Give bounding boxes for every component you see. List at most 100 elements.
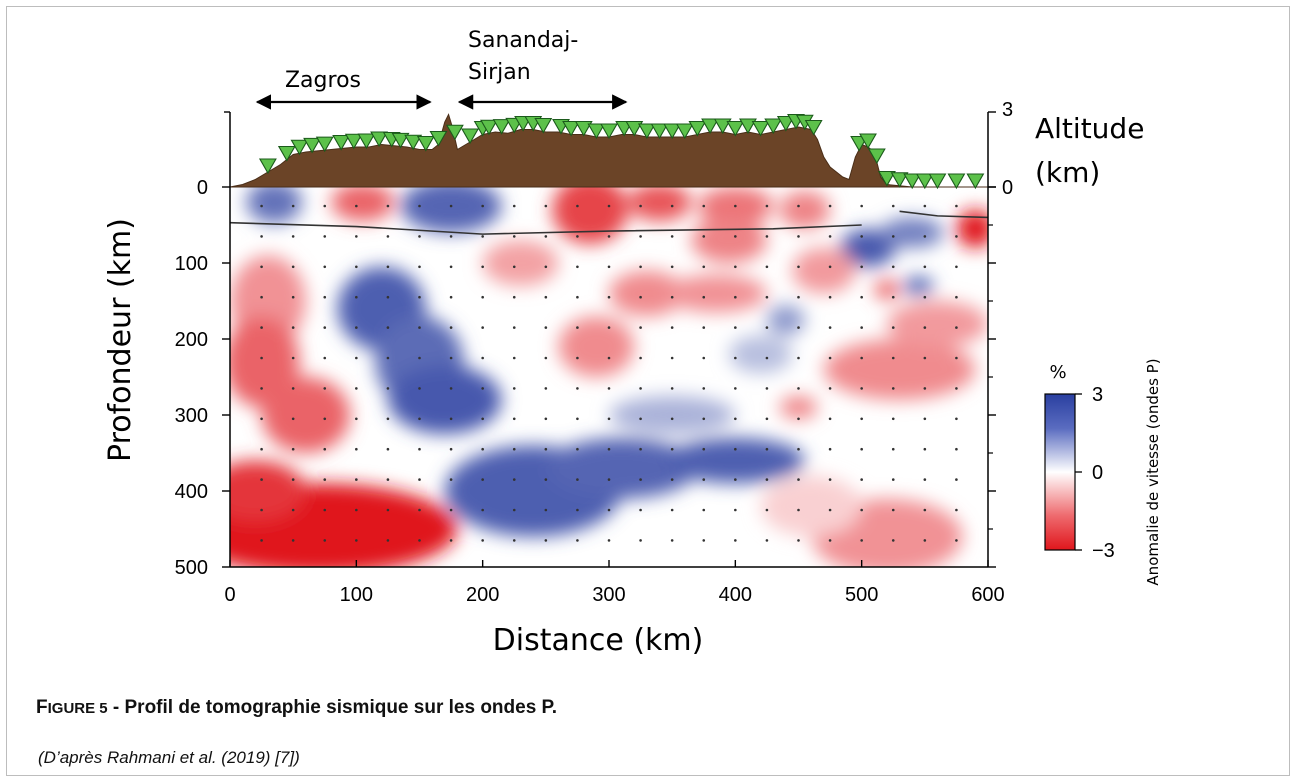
station-marker-50 [903,173,922,190]
grid-node [923,539,927,542]
grid-node [355,356,358,360]
grid-node [702,387,706,390]
altitude-tick-label: 3 [1002,99,1013,121]
anomaly-blob-20 [545,437,698,499]
grid-node [765,387,769,390]
grid-node [891,387,895,390]
station-marker-10 [391,132,410,149]
grid-node [765,204,769,208]
grid-node [418,265,421,269]
grid-node [607,295,611,299]
grid-node [449,539,453,542]
grid-node [670,295,674,299]
grid-node [828,447,832,451]
grid-node [418,508,421,512]
anomaly-blob-26 [482,240,559,286]
grid-node [418,235,421,238]
grid-node [891,235,895,238]
grid-node [355,387,358,390]
station-marker-15 [461,128,479,145]
station-marker-40 [764,118,783,135]
grid-node [955,387,958,390]
grid-node [923,265,927,269]
grid-node [860,326,863,329]
figure-caption-source: (D’après Rahmani et al. (2019) [7]) [38,748,300,767]
grid-node [607,387,611,390]
grid-node [291,265,295,269]
grid-node [923,356,927,360]
grid-node [260,508,263,512]
grid-node [639,478,642,481]
grid-node [544,235,548,238]
grid-node [418,478,421,481]
grid-node [512,295,516,299]
grid-node [418,417,421,421]
colorbar-tick-label: 3 [1092,384,1103,406]
grid-node [576,235,579,238]
velocity-anomaly-field [230,187,988,567]
grid-node [386,265,390,269]
grid-node [639,417,642,421]
grid-node [702,539,706,542]
grid-node [323,539,327,542]
grid-node [797,356,800,360]
grid-node [449,447,453,451]
grid-node [797,539,800,542]
grid-node [923,478,927,481]
grid-node [891,295,895,299]
grid-node [955,326,958,329]
seismic-stations [258,113,985,190]
anomaly-blob-8 [880,217,944,248]
grid-node [260,478,263,481]
station-marker-7 [357,133,376,150]
anomaly-blob-31 [874,280,900,299]
grid-node [670,447,674,451]
colorbar-scale [1044,393,1076,551]
grid-node [449,387,453,390]
grid-node [544,417,548,421]
grid-node [923,417,927,421]
station-marker-34 [688,120,707,137]
grid-node [386,539,390,542]
y-tick-label: 500 [175,557,208,579]
grid-node [481,447,484,451]
grid-node [860,265,863,269]
moho-lines [229,210,989,235]
grid-node [828,478,832,481]
grid-node [260,326,263,329]
grid-node [797,204,800,208]
grid-node [860,387,863,390]
grid-node [544,387,548,390]
grid-node [386,326,390,329]
grid-node [734,295,737,299]
grid-node [734,326,737,329]
grid-node [323,265,327,269]
grid-node [291,235,295,238]
grid-node [607,326,611,329]
y-axis-label: Profondeur (km) [103,218,138,462]
station-marker-32 [663,123,682,140]
grid-node [323,356,327,360]
grid-node [386,235,390,238]
grid-node [828,326,832,329]
grid-node [670,508,674,512]
anomaly-blob-2 [400,187,502,233]
grid-node [512,356,516,360]
grid-node [291,447,295,451]
anomaly-blob-23 [766,304,805,336]
station-marker-24 [562,120,581,137]
grid-node [860,235,863,238]
grid-node [765,417,769,421]
grid-node [765,235,769,238]
grid-node [576,508,579,512]
grid-node [734,508,737,512]
grid-node [386,508,390,512]
grid-node [323,235,327,238]
anomaly-blob-33 [230,483,458,567]
grid-node [639,356,642,360]
grid-node [670,417,674,421]
grid-node [891,417,895,421]
grid-node [765,295,769,299]
grid-node [260,235,263,238]
grid-node [765,326,769,329]
